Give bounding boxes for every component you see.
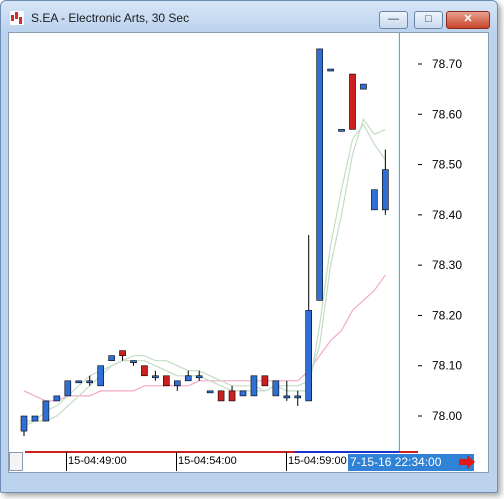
moving-average-line bbox=[23, 117, 386, 427]
candle-body bbox=[272, 380, 280, 397]
candle-body bbox=[371, 189, 378, 211]
candle-body bbox=[97, 365, 104, 387]
price-chart[interactable]: 78.70 78.60 78.50 78.40 78.30 78.20 78.10 78.00 bbox=[9, 33, 490, 453]
candle-body bbox=[305, 310, 313, 402]
candle-body bbox=[174, 380, 181, 387]
y-tick-label: 78.50 bbox=[432, 158, 462, 172]
candle-body bbox=[294, 395, 302, 399]
candle-body bbox=[119, 350, 126, 356]
maximize-button[interactable]: □ bbox=[414, 11, 443, 29]
candle-body bbox=[108, 355, 115, 361]
candle-body bbox=[261, 375, 269, 387]
candle-body bbox=[195, 375, 203, 379]
candle-body bbox=[382, 169, 389, 211]
candle-body bbox=[152, 375, 159, 379]
y-tick-label: 78.00 bbox=[432, 409, 462, 423]
candle-body bbox=[86, 380, 93, 384]
close-button[interactable]: ✕ bbox=[446, 11, 490, 29]
y-tick-label: 78.20 bbox=[432, 308, 462, 322]
minimize-button[interactable]: — bbox=[379, 11, 408, 29]
session-strip bbox=[25, 451, 418, 453]
y-tick-label: 78.40 bbox=[432, 208, 462, 222]
y-tick-label: 78.60 bbox=[432, 107, 462, 121]
candle-body bbox=[184, 375, 192, 382]
candle-body bbox=[75, 380, 83, 384]
candle-body bbox=[327, 68, 334, 72]
title-bar[interactable]: S.EA - Electronic Arts, 30 Sec — □ ✕ bbox=[1, 1, 497, 31]
moving-average-line bbox=[24, 123, 386, 422]
candle-body bbox=[360, 83, 367, 90]
candle-body bbox=[42, 400, 50, 422]
chart-icon bbox=[10, 11, 24, 25]
time-label: 15-04:59:00 bbox=[288, 455, 347, 467]
time-tick bbox=[286, 452, 287, 471]
time-tick bbox=[176, 452, 177, 471]
candle-body bbox=[349, 73, 356, 130]
time-label: 15-04:49:00 bbox=[68, 455, 127, 467]
time-axis-bar: 15-04:49:00 15-04:54:00 15-04:59:00 7-15… bbox=[8, 452, 489, 473]
candle-body bbox=[64, 380, 72, 397]
window-title: S.EA - Electronic Arts, 30 Sec bbox=[31, 11, 190, 25]
candle-body bbox=[206, 390, 214, 394]
candle-body bbox=[250, 375, 258, 397]
y-tick-label: 78.10 bbox=[432, 359, 462, 373]
candle-body bbox=[20, 415, 28, 432]
cursor-time-label: 7-15-16 22:34:00 bbox=[348, 454, 474, 471]
scroll-box[interactable] bbox=[9, 452, 23, 471]
y-tick-label: 78.30 bbox=[432, 258, 462, 272]
session-strip-recent bbox=[294, 451, 400, 453]
candle-body bbox=[141, 365, 148, 377]
chart-area[interactable]: 78.70 78.60 78.50 78.40 78.30 78.20 78.10 78.00 bbox=[8, 32, 489, 473]
candle-body bbox=[31, 415, 39, 422]
candle-body bbox=[217, 390, 225, 402]
candle-body bbox=[228, 390, 236, 402]
candle-body bbox=[338, 129, 345, 132]
candle-body bbox=[316, 48, 323, 301]
candle-body bbox=[283, 395, 291, 399]
time-tick bbox=[66, 452, 67, 471]
time-label: 15-04:54:00 bbox=[178, 455, 237, 467]
candle-body bbox=[163, 375, 170, 387]
candle-body bbox=[239, 390, 247, 397]
candle-body bbox=[130, 360, 137, 363]
red-right-arrow-icon[interactable] bbox=[457, 454, 477, 470]
y-tick-label: 78.70 bbox=[432, 57, 462, 71]
moving-average-line bbox=[23, 274, 386, 402]
candle-body bbox=[53, 395, 61, 402]
